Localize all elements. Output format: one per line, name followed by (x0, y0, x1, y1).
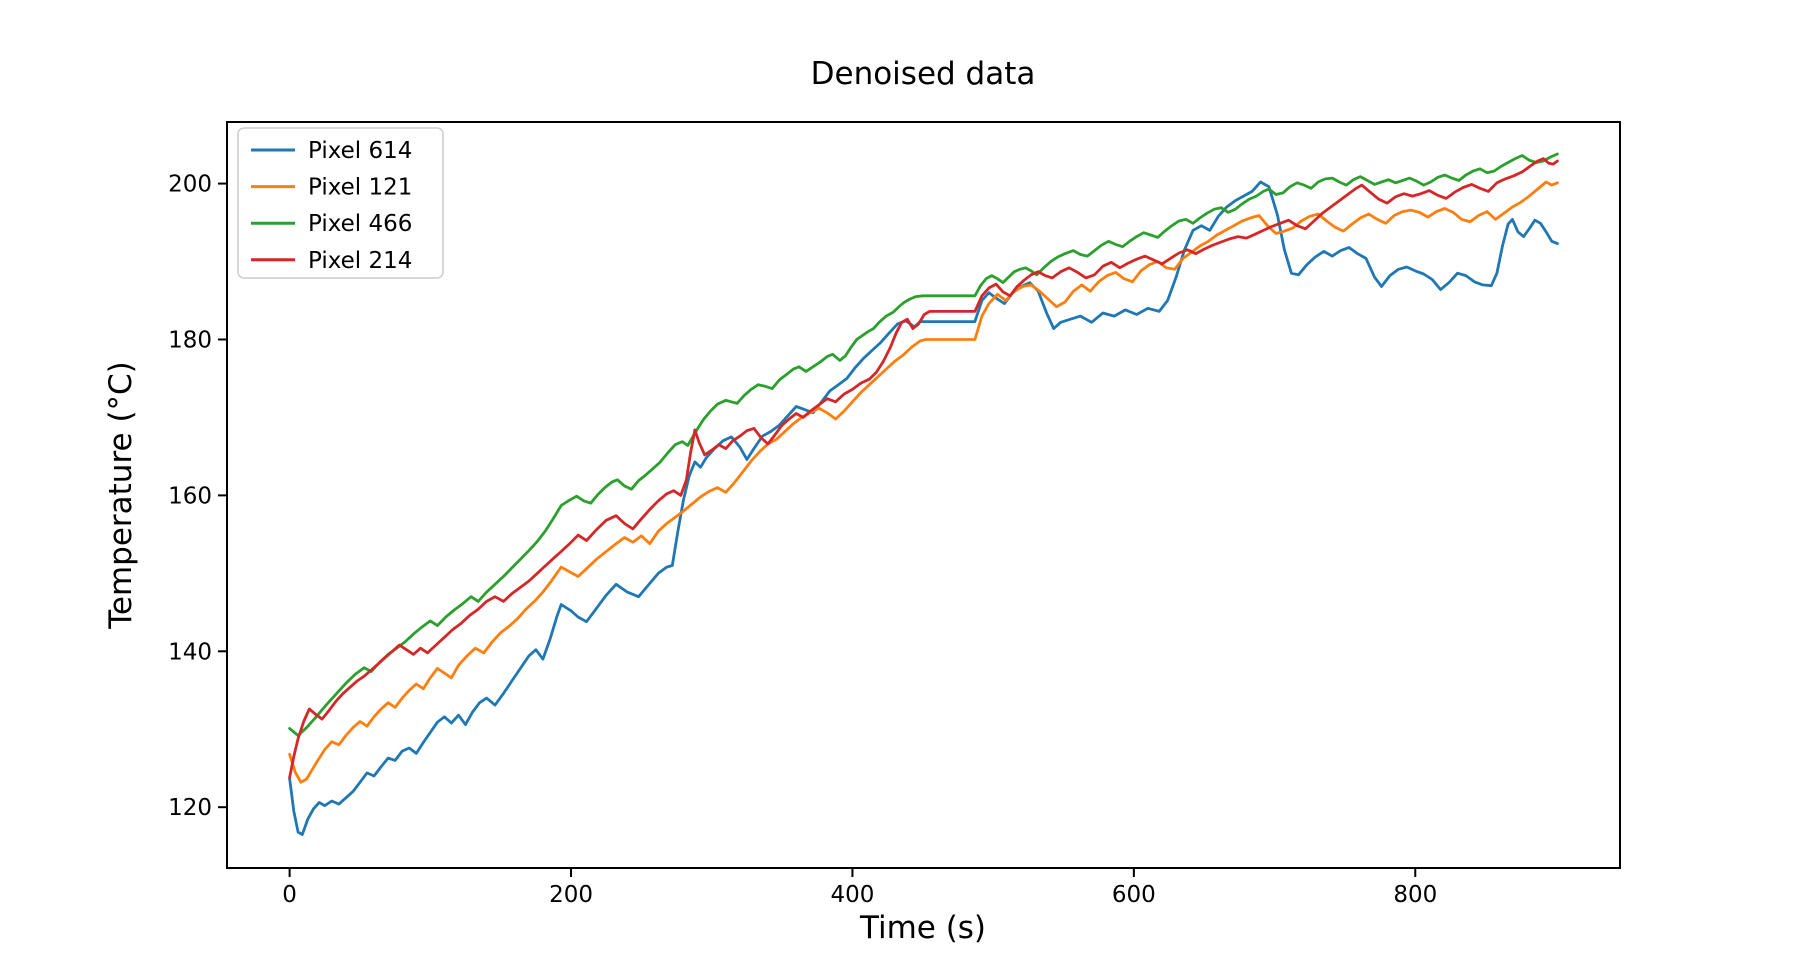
series-line-pixel-121 (288, 180, 1559, 784)
series-line-pixel-214 (288, 157, 1559, 779)
x-tick-label: 400 (830, 882, 874, 908)
y-tick-label: 140 (168, 639, 212, 665)
x-tick-label: 0 (282, 882, 297, 908)
chart-title: Denoised data (811, 56, 1036, 92)
x-axis-label: Time (s) (859, 910, 986, 946)
legend-label: Pixel 121 (308, 175, 412, 201)
legend-label: Pixel 614 (308, 138, 412, 164)
legend-label: Pixel 466 (308, 211, 412, 237)
series-line-pixel-466 (288, 152, 1559, 737)
legend: Pixel 614 Pixel 121 Pixel 466 Pixel 214 (237, 127, 444, 279)
y-tick-label: 180 (168, 327, 212, 353)
y-tick-label: 200 (168, 172, 212, 198)
x-tick-label: 200 (549, 882, 593, 908)
series-line-pixel-614 (288, 180, 1559, 836)
y-tick-label: 120 (168, 795, 212, 821)
plot-background (227, 122, 1620, 868)
legend-box (237, 127, 444, 279)
x-tick-label: 600 (1112, 882, 1156, 908)
y-tick-label: 160 (168, 483, 212, 509)
plot-area (227, 122, 1620, 868)
y-axis-label: Temperature (°C) (103, 361, 139, 630)
legend-label: Pixel 214 (308, 248, 412, 274)
axes: 0 200 400 600 800 120 140 160 180 200 (168, 121, 1621, 908)
x-tick-label: 800 (1393, 882, 1437, 908)
